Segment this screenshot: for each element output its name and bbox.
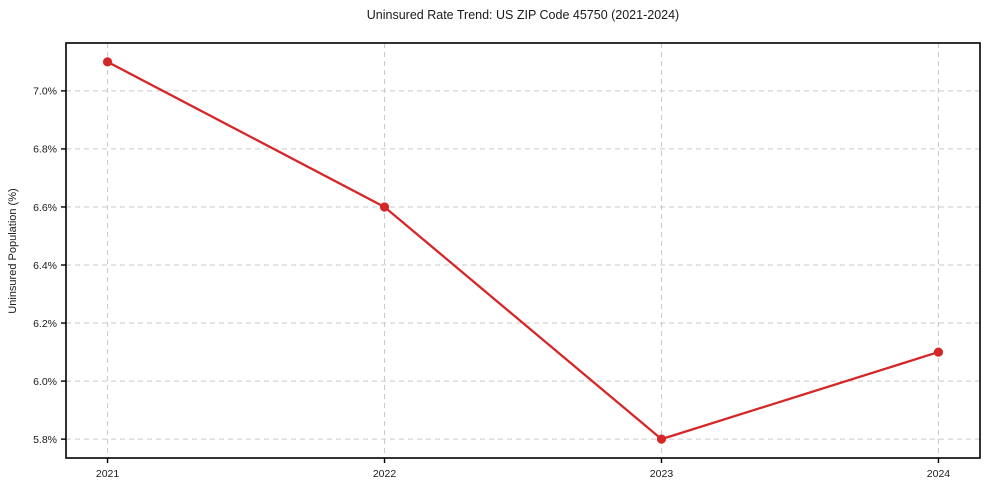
chart-title: Uninsured Rate Trend: US ZIP Code 45750 … bbox=[366, 8, 680, 22]
data-point-2022 bbox=[379, 202, 390, 212]
data-point-2024 bbox=[933, 347, 944, 357]
x-tick-label: 2024 bbox=[927, 468, 951, 480]
y-tick-label: 6.0% bbox=[33, 376, 57, 388]
y-tick-label: 5.8% bbox=[33, 434, 57, 446]
y-tick-label: 7.0% bbox=[33, 86, 57, 98]
data-point-2023 bbox=[656, 434, 667, 444]
x-tick-label: 2021 bbox=[96, 468, 120, 480]
data-point-2021 bbox=[102, 57, 113, 67]
trend-line bbox=[106, 60, 940, 441]
y-tick-label: 6.2% bbox=[33, 318, 57, 330]
axes-spines bbox=[65, 42, 981, 459]
y-tick-label: 6.4% bbox=[33, 260, 57, 272]
y-tick-label: 6.8% bbox=[33, 144, 57, 156]
y-tick-label: 6.6% bbox=[33, 202, 57, 214]
x-tick-label: 2022 bbox=[373, 468, 397, 480]
x-tick-label: 2023 bbox=[650, 468, 674, 480]
plot-background bbox=[66, 43, 980, 458]
y-axis-label: Uninsured Population (%) bbox=[7, 188, 19, 314]
